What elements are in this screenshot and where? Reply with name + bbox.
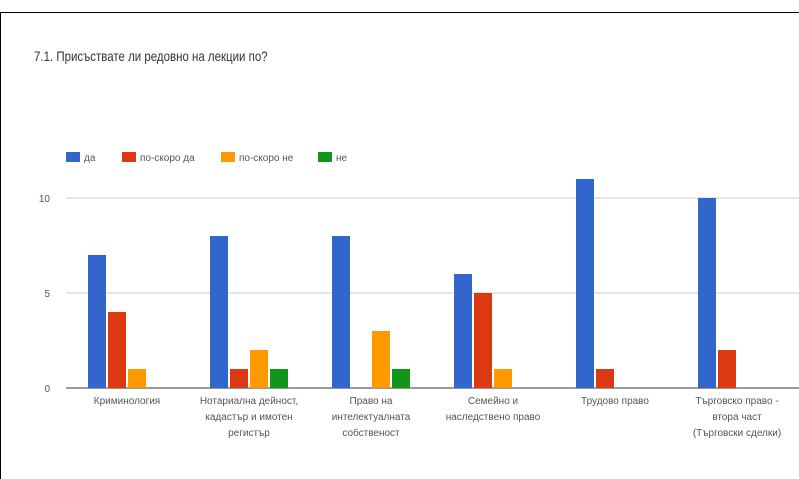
bar-по-скоро-не [494, 369, 512, 388]
bar-по-скоро-не [372, 331, 390, 388]
chart-title: 7.1. Присъствате ли редовно на лекции по… [34, 48, 268, 64]
legend-label: по-скоро да [140, 153, 195, 164]
x-category-label: втора част [712, 412, 762, 423]
legend-label: не [336, 153, 348, 164]
bar-по-скоро-да [596, 369, 614, 388]
x-category-label: регистър [228, 428, 270, 439]
x-category-label: (Търговски сделки) [693, 428, 781, 439]
x-category-label: Трудово право [581, 396, 649, 407]
legend-label: да [84, 153, 96, 164]
bar-да [332, 236, 350, 388]
legend-swatch [66, 152, 80, 162]
legend-swatch [318, 152, 332, 162]
x-category-label: собственост [342, 427, 400, 439]
bar-да [698, 198, 716, 388]
y-tick-label: 0 [44, 384, 50, 395]
y-tick-label: 5 [44, 289, 50, 300]
legend-swatch [221, 152, 235, 162]
bar-не [392, 369, 410, 388]
bar-по-скоро-да [108, 312, 126, 388]
bar-по-скоро-да [474, 293, 492, 388]
x-category-label: интелектуалната [332, 412, 411, 423]
x-category-label: кадастър и имотен [205, 412, 292, 423]
y-tick-label: 10 [39, 194, 51, 205]
x-category-label: наследствено право [446, 412, 541, 423]
x-category-label: Търговско право - [695, 396, 778, 407]
frame-left-border [0, 12, 1, 479]
x-category-label: Право на [350, 396, 393, 407]
bar-да [88, 255, 106, 388]
x-category-label: Криминология [94, 396, 160, 407]
bar-не [270, 369, 288, 388]
bar-по-скоро-да [230, 369, 248, 388]
legend-swatch [122, 152, 136, 162]
legend-label: по-скоро не [239, 153, 294, 164]
bar-по-скоро-не [128, 369, 146, 388]
bar-да [576, 179, 594, 388]
x-category-label: Семейно и [468, 396, 518, 407]
bar-по-скоро-не [250, 350, 268, 388]
bar-да [454, 274, 472, 388]
bar-да [210, 236, 228, 388]
bar-по-скоро-да [718, 350, 736, 388]
frame-top-border [0, 12, 799, 13]
x-category-label: Нотариална дейност, [200, 396, 298, 407]
